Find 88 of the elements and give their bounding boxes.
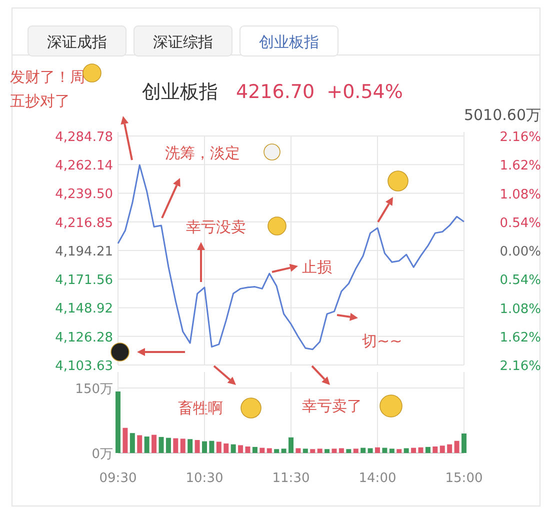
bar [166,438,171,453]
bar [209,440,214,453]
y-tick-label: 4,194.21 [55,244,113,260]
y-tick-label: 150万 [75,382,113,397]
bar [230,444,236,453]
bar [252,446,258,453]
bar [396,449,402,453]
y2-tick-label: 1.08% [500,187,541,202]
x-tick-label: 11:30 [272,471,310,486]
text: 5010.60万 [464,106,541,124]
y-tick-label: 4,126.28 [55,330,113,346]
y2-tick-label: 0.00% [500,244,541,260]
text: 深证综指 [153,33,213,51]
y-tick-label: 4,262.14 [55,158,113,174]
y-tick-label: 4,216.85 [55,216,113,231]
y2-tick-label: 1.08% [500,302,541,317]
x-tick-label: 14:00 [358,471,396,486]
annotation: 幸亏卖了 [302,397,362,415]
y-tick-label: 4,171.56 [55,273,113,288]
bar [454,440,460,453]
bar [447,444,452,453]
line-series [117,164,465,350]
bar [288,437,294,453]
annotation: 幸亏没卖 [186,218,246,236]
annotation: 切~~ [362,332,402,350]
bar [368,448,373,453]
bar [346,449,352,453]
annotation: 止损 [302,258,332,276]
bar [382,448,388,453]
bar [116,391,120,453]
y2-tick-label: 0.54% [500,216,541,231]
bar [152,434,157,453]
bar [302,448,308,453]
x-tick-label: 09:30 [99,471,137,486]
y-tick-label: 0万 [92,447,113,462]
y-tick-label: 4,148.92 [55,302,113,317]
bar [324,449,330,453]
bar [266,448,272,453]
bar [332,448,337,453]
bar [238,445,244,453]
bar [432,446,438,453]
x-tick-label: 15:00 [445,471,483,486]
bar [144,436,150,453]
text: 深证成指 [47,33,107,51]
bar [360,448,366,453]
bar [375,447,380,453]
bar [180,438,186,453]
text: 发财了！周五抄对了 [10,68,85,110]
y-tick-label: 4,284.78 [55,130,113,145]
bar [462,434,466,453]
y2-tick-label: 1.62% [500,158,541,174]
y2-tick-label: 2.16% [500,359,541,374]
bar [260,448,265,453]
bar [296,448,301,453]
y2-tick-label: 1.62% [500,330,541,346]
text: 创业板指 [259,33,319,51]
bar [310,449,316,453]
bar [353,448,358,453]
bar [425,446,430,453]
y-tick-label: 4,239.50 [55,187,113,202]
x-tick-label: 10:30 [186,471,224,486]
bar [137,435,142,453]
bar [281,448,286,453]
bar [130,433,135,453]
bar [418,447,424,453]
bar [338,448,344,453]
bar [440,446,445,453]
bar [404,448,409,453]
bar [411,448,416,453]
bar [245,446,250,453]
bar [202,441,207,453]
bar [194,440,200,453]
y2-tick-label: 2.16% [500,130,541,145]
y-tick-label: 4,103.63 [55,359,113,374]
bar [216,442,222,453]
y2-tick-label: 0.54% [500,273,541,288]
annotation: 畜牲啊 [178,399,223,417]
bar [188,439,193,453]
chart-subtitle: 4216.70 +0.54% [236,81,403,103]
bar [173,438,178,453]
bar [224,443,229,453]
bar [317,448,322,453]
bar [389,448,394,453]
annotation: 洗筹，淡定 [165,144,240,162]
bar [158,436,164,453]
chart-title: 创业板指 [142,81,218,103]
bar [122,428,128,453]
bar [274,449,280,453]
